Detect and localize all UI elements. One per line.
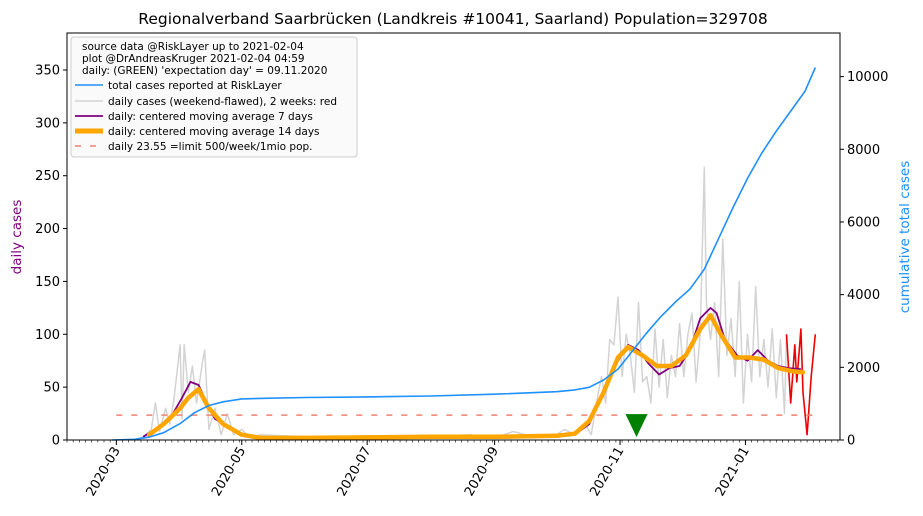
- daily-cases-recent-line: [785, 328, 817, 436]
- x-tick-label: 2020-09: [462, 445, 502, 500]
- y-left-tick-label: 150: [35, 275, 60, 290]
- x-tick-label: 2020-07: [334, 445, 374, 500]
- x-tick-label: 2020-05: [209, 445, 249, 500]
- y-left-tick-label: 250: [35, 169, 60, 184]
- chart-title: Regionalverband Saarbrücken (Landkreis #…: [138, 10, 767, 28]
- plot-area: [112, 67, 817, 441]
- plot-frame: [66, 32, 841, 441]
- y-left-tick-label: 350: [35, 64, 60, 79]
- y-right-tick-label: 10000: [847, 70, 888, 85]
- legend: source data @RiskLayer up to 2021-02-04 …: [70, 36, 358, 158]
- moving-average-14-line: [146, 313, 806, 441]
- legend-box: [70, 36, 358, 158]
- y-left-tick-label: 50: [43, 381, 60, 396]
- legend-entry-limit: daily 23.55 =limit 500/week/1mio pop.: [108, 141, 313, 153]
- y-axis-left-label: daily cases: [9, 200, 25, 275]
- expectation-day-marker: [625, 414, 648, 438]
- legend-entry-ma7: daily: centered moving average 7 days: [108, 111, 313, 123]
- legend-info-line: source data @RiskLayer up to 2021-02-04: [82, 41, 304, 53]
- y-left-tick-label: 300: [35, 116, 60, 131]
- x-tick-label: 2021-01: [713, 445, 753, 500]
- x-tick-label: 2020-11: [587, 445, 627, 500]
- y-right-tick-label: 6000: [847, 215, 880, 230]
- y-right-tick-label: 0: [847, 434, 855, 449]
- legend-entry-ma14: daily: centered moving average 14 days: [108, 126, 320, 138]
- y-left-tick-label: 200: [35, 222, 60, 237]
- y-left-tick-label: 100: [35, 328, 60, 343]
- total-cases-line: [112, 67, 817, 441]
- daily-cases-line: [134, 166, 788, 441]
- y-left-tick-label: 0: [52, 434, 60, 449]
- y-right-tick-label: 2000: [847, 361, 880, 376]
- legend-info-line: daily: (GREEN) 'expectation day' = 09.11…: [82, 65, 327, 77]
- y-right-tick-label: 8000: [847, 143, 880, 158]
- legend-entry-daily: daily cases (weekend-flawed), 2 weeks: r…: [108, 96, 337, 108]
- y-right-tick-label: 4000: [847, 288, 880, 303]
- legend-info-line: plot @DrAndreasKruger 2021-02-04 04:59: [82, 53, 305, 65]
- legend-entry-total: total cases reported at RiskLayer: [108, 80, 282, 92]
- y-axis-right-label: cumulative total cases: [897, 161, 913, 314]
- x-tick-label: 2020-03: [84, 445, 124, 500]
